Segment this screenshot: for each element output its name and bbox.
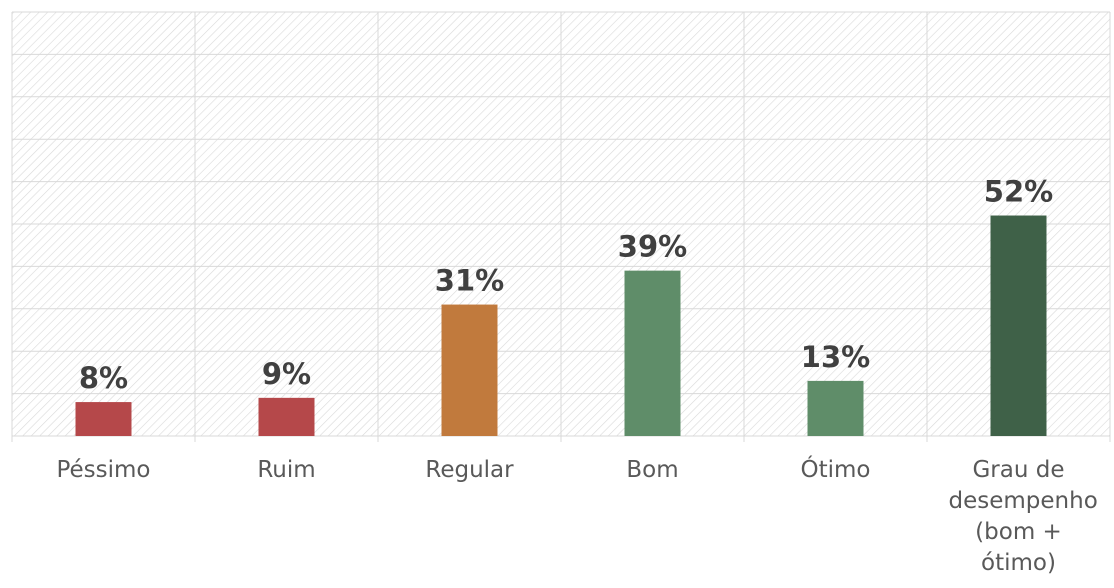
bar: [807, 380, 864, 436]
bar: [258, 397, 315, 436]
value-label: 31%: [435, 264, 504, 298]
x-tick-label: Bom: [626, 457, 679, 483]
x-tick-label: Regular: [425, 457, 514, 483]
value-label: 8%: [79, 361, 128, 395]
x-tick-label: Péssimo: [56, 457, 151, 483]
bar: [441, 304, 498, 436]
value-label: 13%: [801, 340, 870, 374]
bar: [624, 270, 681, 436]
x-tick-label: Ruim: [257, 457, 316, 483]
x-tick-label: Ótimo: [800, 457, 871, 483]
value-label: 9%: [262, 357, 311, 391]
value-label: 39%: [618, 230, 687, 264]
bar: [990, 215, 1047, 436]
value-label: 52%: [984, 175, 1053, 209]
bar: [75, 402, 132, 436]
x-tick-label: Grau de desempenho (bom + ótimo): [948, 457, 1098, 576]
